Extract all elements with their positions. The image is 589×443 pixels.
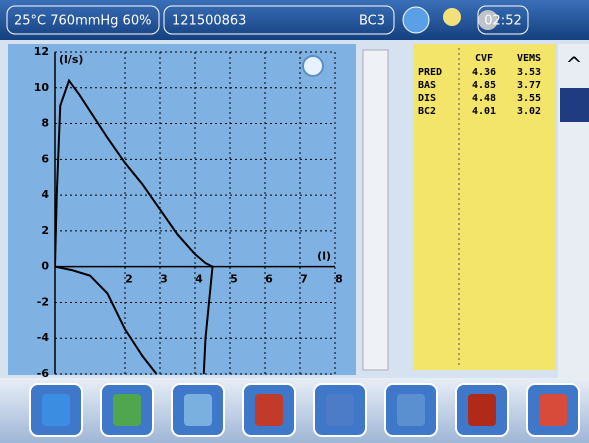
y-tick-label: 4 [41,188,49,201]
settings-icon[interactable] [478,10,498,30]
row-label: BAS [418,80,436,91]
y-tick-label: 2 [41,224,49,237]
tool-icon [113,394,141,426]
tool-icon [184,394,212,426]
cell: 4.85 [472,80,496,91]
x-tick-label: 7 [300,273,308,286]
tool-icon [397,394,425,426]
tool-icon [326,394,354,426]
cell: 3.55 [517,93,541,104]
flow-volume-curve [55,78,213,268]
x-tick-label: 5 [230,273,238,286]
cell: 4.36 [472,67,496,78]
y-tick-label: 6 [41,152,49,165]
code: BC3 [359,14,385,29]
tool-icon [255,394,283,426]
tool-icon [539,394,567,426]
x-tick-label: 6 [265,273,273,286]
y-tick-label: -2 [37,295,49,308]
x-axis-label: (l) [317,250,331,263]
zoom-icon[interactable] [302,55,324,77]
column-header: VEMS [517,53,541,64]
y-tick-label: 10 [34,81,50,94]
cell: 4.48 [472,93,496,104]
x-tick-label: 3 [160,273,168,286]
time-box [477,5,529,35]
time: 02:52 [484,14,521,29]
y-tick-label: -6 [37,367,50,380]
row-label: PRED [418,67,442,78]
x-tick-label: 8 [335,273,343,286]
row-label: BC2 [418,106,436,117]
patient-box [163,5,395,35]
info-icon[interactable] [402,6,430,34]
cell: 3.02 [517,106,541,117]
y-tick-label: 12 [34,45,49,58]
tool-icon [42,394,70,426]
cell: 3.53 [517,67,541,78]
cell: 4.01 [472,106,496,117]
scroll-thumb[interactable] [560,88,589,122]
patient-id: 121500863 [172,14,246,29]
chart-panel [8,44,356,375]
bulb-icon[interactable] [443,8,461,26]
y-tick-label: 0 [41,260,49,273]
x-tick-label: 2 [125,273,133,286]
results-panel [413,44,556,370]
tool-icon [468,394,496,426]
row-label: DIS [418,93,436,104]
x-tick-label: 4 [195,273,203,286]
y-tick-label: -4 [37,331,50,344]
conditions: 25°C 760mmHg 60% [14,14,151,29]
column-header: CVF [475,53,493,64]
conditions-box [6,5,160,35]
scale-strip [362,49,389,371]
cell: 3.77 [517,80,541,91]
y-tick-label: 8 [41,117,49,130]
y-axis-label: (l/s) [59,53,83,66]
flow-volume-curve [202,266,214,374]
scroll-up[interactable]: ^ [566,53,583,77]
flow-volume-curve [55,265,158,374]
